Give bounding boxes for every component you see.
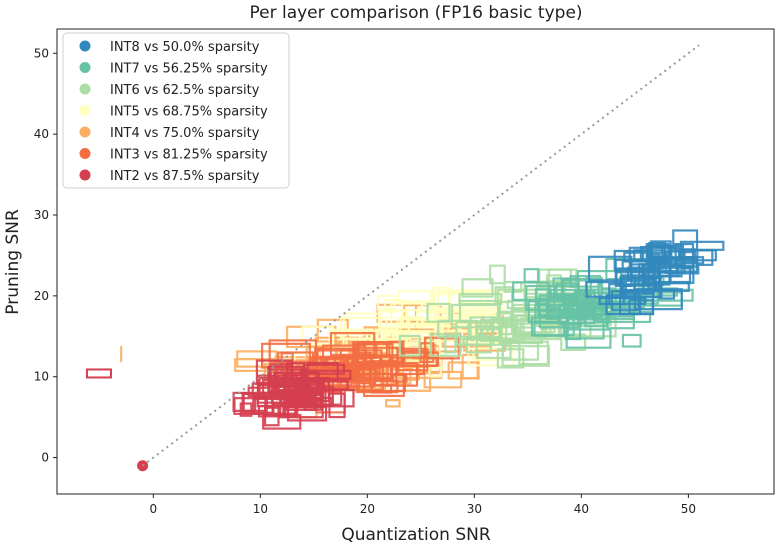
- layer-marker: [565, 328, 612, 349]
- layer-marker: [288, 380, 326, 391]
- layer-marker: [339, 316, 388, 340]
- layer-marker: [301, 325, 335, 346]
- y-tick-label: 30: [34, 208, 49, 222]
- layer-marker: [642, 280, 655, 295]
- layer-marker: [658, 289, 676, 300]
- data-marks: [85, 229, 725, 472]
- chart-title: Per layer comparison (FP16 basic type): [249, 3, 582, 23]
- legend-marker: [79, 62, 91, 73]
- layer-marker: [614, 258, 651, 274]
- layer-marker: [490, 316, 515, 341]
- layer-marker: [605, 294, 642, 316]
- x-tick-label: 40: [574, 502, 589, 516]
- legend-label: INT3 vs 81.25% sparsity: [110, 148, 268, 163]
- y-tick-label: 20: [34, 289, 49, 303]
- x-tick-label: 10: [253, 502, 268, 516]
- layer-marker: [85, 368, 112, 379]
- layer-marker: [396, 347, 429, 372]
- layer-marker: [626, 266, 647, 282]
- reference-line: [142, 44, 700, 467]
- layer-marker: [286, 405, 328, 422]
- legend-marker: [79, 83, 91, 95]
- legend-label: INT4 vs 75.0% sparsity: [110, 126, 260, 141]
- y-tick-label: 0: [41, 451, 49, 465]
- layer-marker: [461, 278, 494, 298]
- legend-marker: [79, 148, 91, 159]
- layer-marker: [608, 283, 625, 306]
- layer-marker: [273, 371, 320, 393]
- x-axis-label: Quantization SNR: [341, 525, 491, 545]
- legend-label: INT8 vs 50.0% sparsity: [110, 40, 260, 55]
- legend-items: INT8 vs 50.0% sparsity INT7 vs 56.25% spa…: [79, 40, 268, 184]
- layer-marker: [546, 304, 582, 314]
- layer-marker: [396, 317, 410, 336]
- layer-marker: [282, 373, 306, 398]
- legend-marker: [79, 126, 91, 138]
- y-axis-label: Pruning SNR: [3, 209, 23, 315]
- legend-label: INT6 vs 62.5% sparsity: [110, 83, 260, 98]
- layer-marker: [415, 310, 463, 328]
- layer-marker: [461, 353, 479, 380]
- y-tick-label: 10: [34, 370, 49, 384]
- y-axis-ticks: 0 10 20 30 40 50: [34, 46, 57, 465]
- layer-marker: [523, 268, 540, 284]
- layer-marker: [444, 334, 457, 354]
- x-axis-ticks: 0 10 20 30 40 50: [149, 494, 696, 516]
- plot-area: [56, 28, 775, 495]
- legend-label: INT2 vs 87.5% sparsity: [110, 169, 260, 184]
- layer-marker: [455, 320, 495, 346]
- layer-marker: [498, 319, 543, 345]
- layer-marker: [426, 302, 451, 323]
- x-tick-label: 30: [467, 502, 482, 516]
- x-tick-label: 20: [360, 502, 375, 516]
- layer-marker: [239, 402, 253, 417]
- layer-marker: [272, 403, 286, 417]
- layer-marker: [556, 312, 596, 325]
- legend-box: [62, 32, 290, 189]
- legend-label: INT5 vs 68.75% sparsity: [110, 105, 268, 120]
- layer-marker: [450, 303, 501, 329]
- layer-marker: [634, 288, 683, 311]
- legend: INT8 vs 50.0% sparsity INT7 vs 56.25% spa…: [62, 32, 290, 189]
- layer-marker: [512, 281, 550, 301]
- layer-marker: [650, 244, 685, 259]
- layer-marker: [352, 341, 403, 365]
- layer-marker: [587, 255, 633, 282]
- layer-marker: [385, 399, 401, 408]
- legend-marker: [79, 105, 91, 116]
- y-tick-label: 40: [34, 127, 49, 141]
- layer-marker: [476, 324, 489, 337]
- layer-marker: [621, 333, 642, 348]
- layer-marker: [525, 284, 556, 311]
- legend-marker: [79, 169, 91, 181]
- layer-marker: [392, 374, 408, 383]
- layer-marker: [256, 391, 289, 408]
- layer-marker: [499, 333, 543, 343]
- layer-marker: [386, 362, 419, 387]
- layer-marker: [397, 290, 433, 303]
- layer-marker: [390, 302, 432, 326]
- layer-marker: [489, 264, 506, 285]
- x-tick-label: 50: [681, 502, 696, 516]
- x-tick-label: 0: [149, 502, 157, 516]
- plot-frame: [56, 28, 775, 495]
- layer-marker: [669, 257, 695, 284]
- layer-marker: [665, 250, 686, 274]
- layer-marker: [398, 334, 421, 357]
- y-tick-label: 50: [34, 46, 49, 60]
- legend-marker: [79, 40, 91, 52]
- layer-marker: [570, 301, 603, 319]
- legend-label: INT7 vs 56.25% sparsity: [110, 62, 268, 77]
